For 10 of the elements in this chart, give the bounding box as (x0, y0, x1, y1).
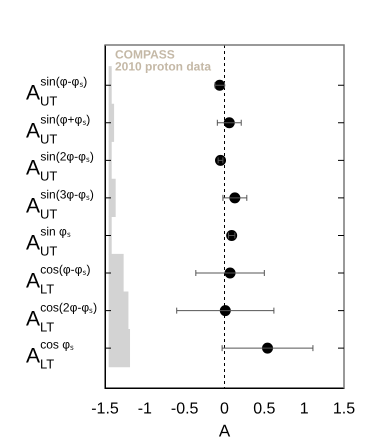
x-tick-label: 0 (220, 400, 230, 418)
x-tick-label: 1 (300, 400, 309, 418)
x-tick-label: -1 (138, 400, 152, 418)
x-tick-label: 1.5 (332, 400, 356, 418)
x-tick-label: 0.5 (253, 400, 276, 418)
x-tick-label: -1.5 (91, 400, 119, 418)
x-tick-label: -0.5 (170, 400, 199, 418)
annotation: COMPASS 2010 proton data (115, 47, 212, 74)
point (215, 154, 226, 166)
x-axis-title: A (218, 421, 231, 440)
